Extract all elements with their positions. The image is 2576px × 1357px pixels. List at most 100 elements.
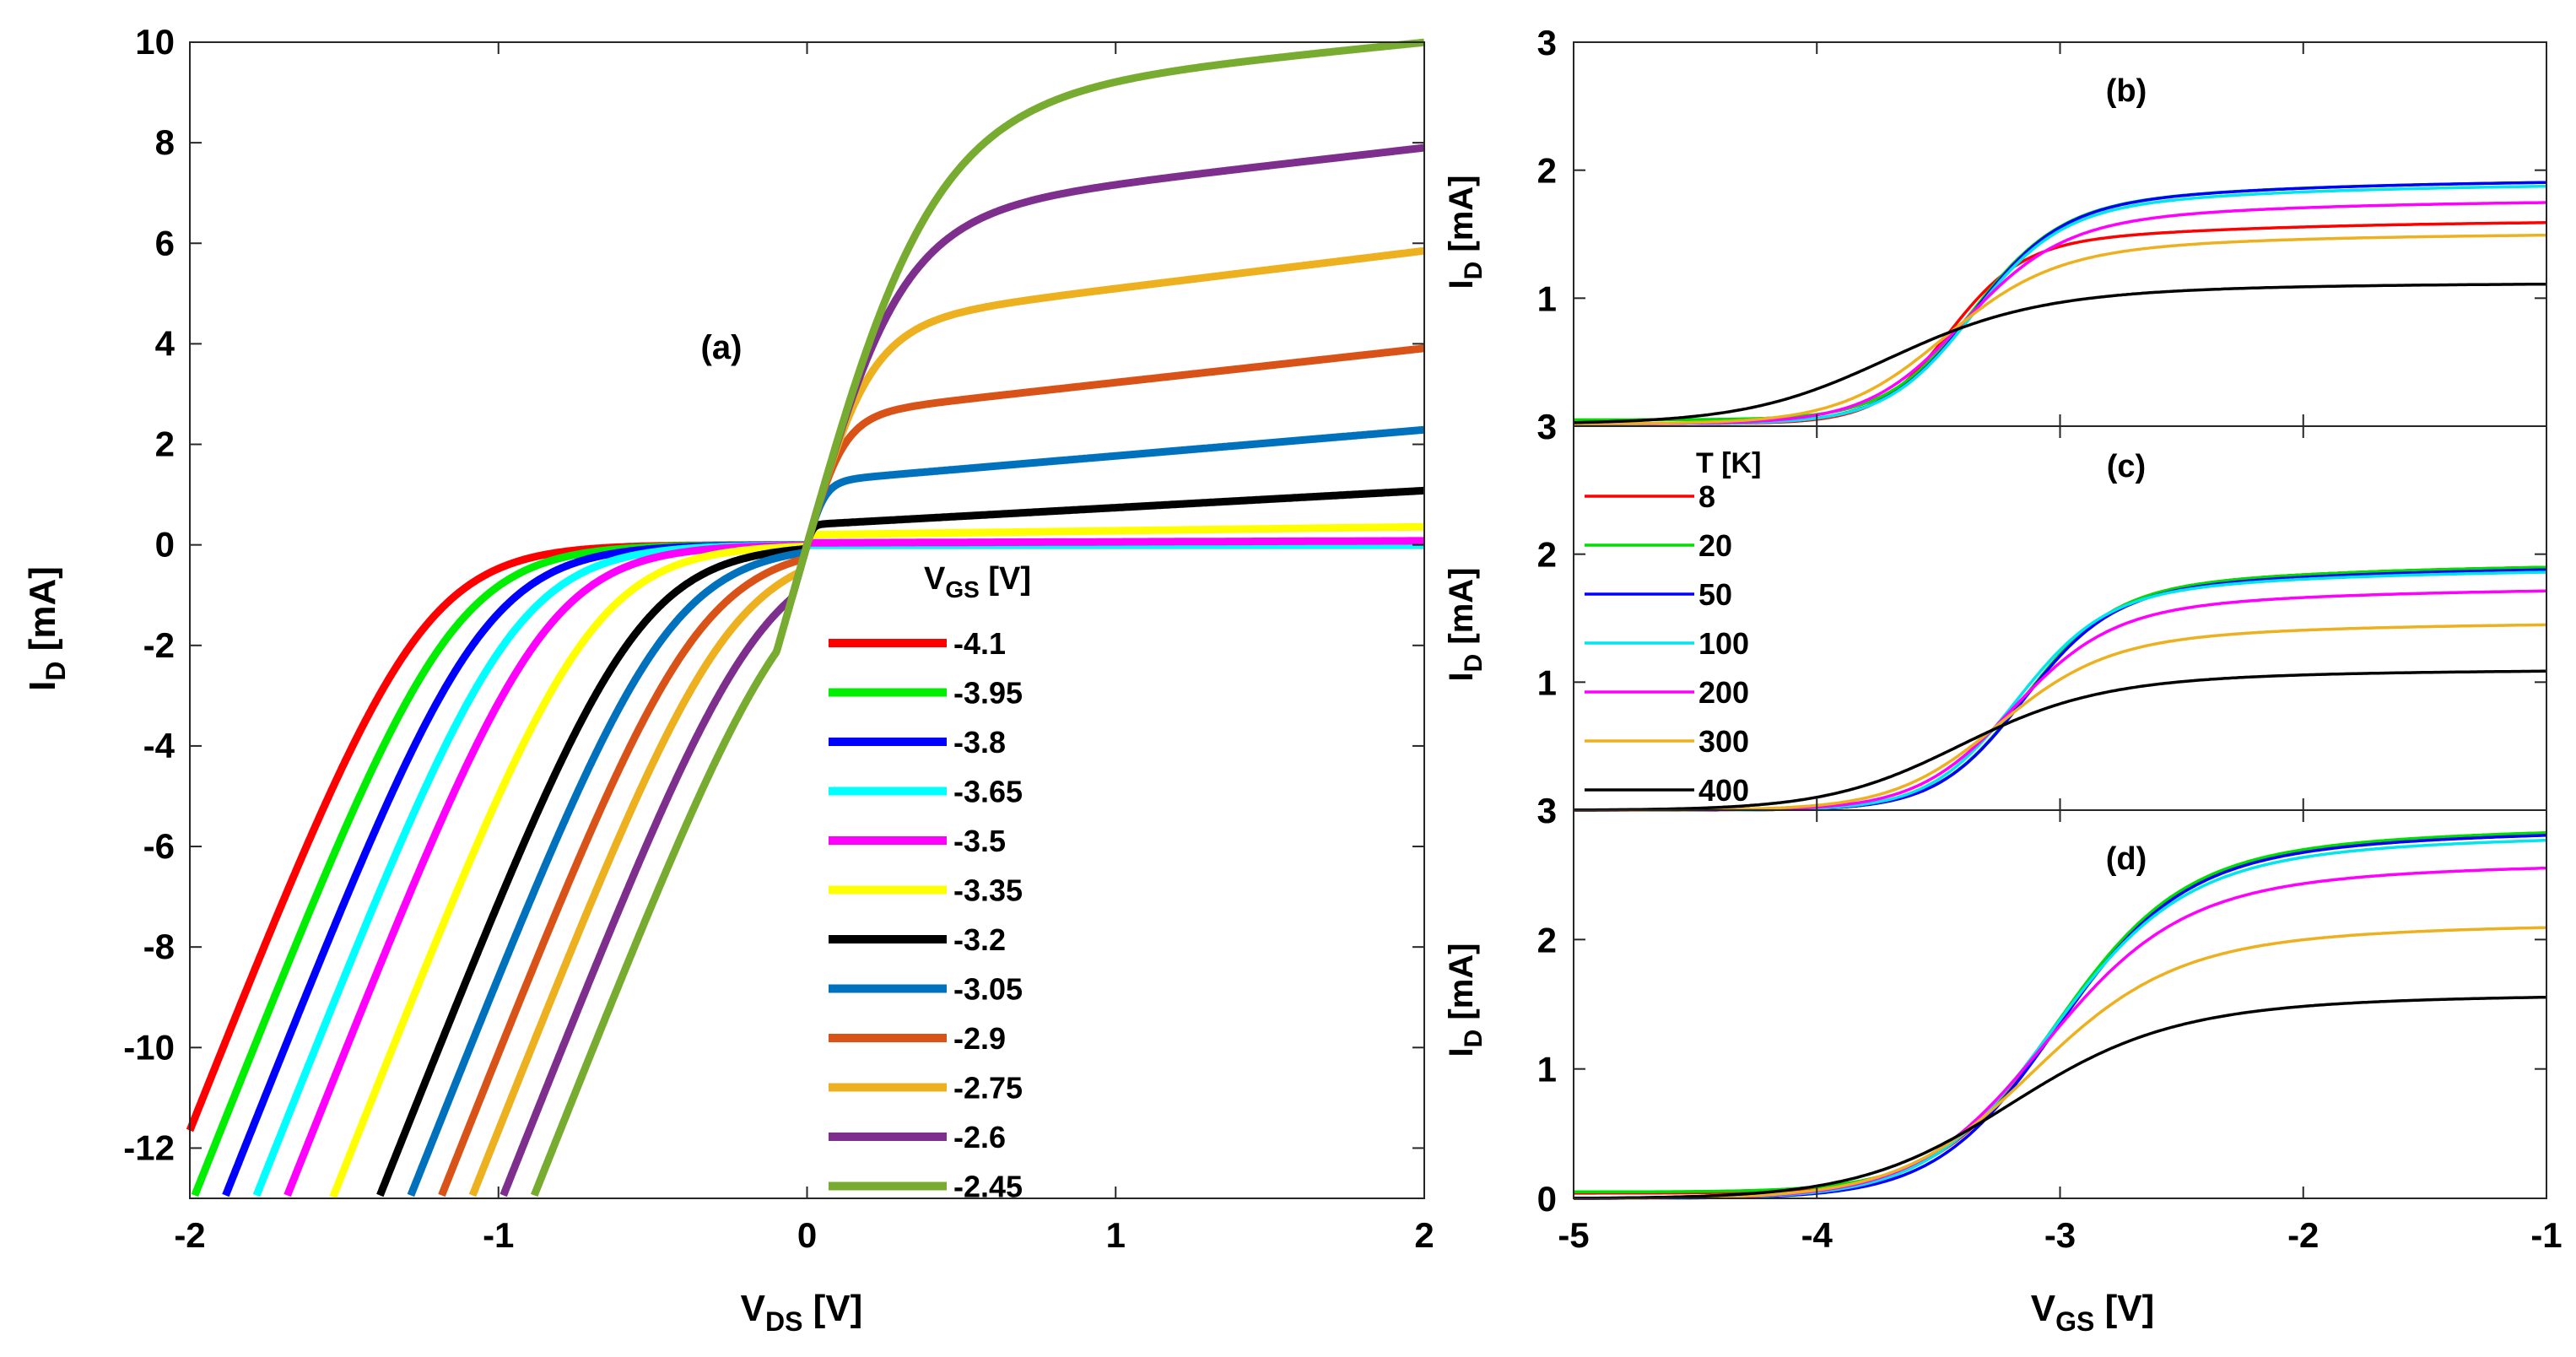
panel-d-series-line (1574, 838, 2547, 1200)
panel-d-ytick-label: 1 (1537, 1050, 1557, 1089)
panel-c-ylabel: ID [mA] (1443, 567, 1488, 681)
panel-c-legend-label: 100 (1698, 626, 1749, 661)
panel-d-series-line (1574, 832, 2547, 1195)
panel-b-series-line (1574, 233, 2546, 425)
panel-d-series-line (1574, 830, 2547, 1194)
panel-a-ytick-label: 6 (155, 223, 175, 262)
panel-a-label: (a) (701, 329, 743, 366)
panel-a-frame (189, 41, 1425, 1199)
panel-c-legend-label: 20 (1698, 528, 1732, 563)
panel-a-legend-label: -3.95 (953, 676, 1023, 711)
panel-c-legend-label: 50 (1698, 577, 1732, 612)
panel-a-legend-label: -3.65 (953, 775, 1023, 809)
panel-c-legend-label: 300 (1698, 724, 1749, 759)
panel-a-ytick-label: -8 (143, 927, 175, 966)
panel-a-ytick-label: 2 (155, 424, 175, 464)
panel-a-ylabel: ID [mA] (22, 566, 71, 691)
panel-a-legend-label: -3.2 (953, 922, 1006, 957)
panel-a-legend-label: -2.45 (953, 1170, 1023, 1204)
panel-a-legend-title: VGS [V] (924, 561, 1031, 603)
panel-d-ticks: 3 2 1 0-5 -4 -3 -2 -1 (1537, 791, 2562, 1255)
panel-a-legend-label: -3.35 (953, 873, 1023, 908)
panel-a-series-line (191, 541, 1427, 1198)
panel-a-legend-label: -2.75 (953, 1071, 1023, 1106)
panel-a-xtick-label: 2 (1414, 1215, 1434, 1255)
panel-d-series-line (1574, 926, 2547, 1200)
panel-a-legend: VGS [V] -4.1 -3.95 -3.8 -3.65 -3.5 -3.35 -3.2 -… (829, 561, 1031, 1204)
panel-c: 3 2 1 3 (c) ID [mA] T [K] 8 20 50 100 200 300 400 (1443, 407, 2547, 830)
panel-b-label: (b) (2106, 73, 2147, 109)
panel-d-ytick-label: 3 (1537, 791, 1557, 830)
panel-a-ytick-label: 4 (155, 323, 176, 363)
panel-d-xlabel: VGS [V] (2031, 1288, 2154, 1337)
panel-b-series-line (1574, 184, 2546, 425)
panel-d-series-line (1574, 995, 2546, 1200)
panel-a-ytick-label: 8 (155, 122, 175, 162)
panel-d-ytick-label: 0 (1537, 1179, 1557, 1219)
panel-a-xtick-label: -1 (483, 1215, 514, 1255)
panel-b-ytick-label: 3 (1537, 407, 1557, 446)
panel-c-series-line (1574, 623, 2546, 812)
panel-c-series-line (1574, 669, 2546, 812)
panel-c-ytick-label: 3 (1537, 791, 1557, 830)
panel-a-series-line (376, 486, 1427, 1198)
panel-a-legend-label: -3.5 (953, 824, 1006, 858)
panel-d-series (1574, 830, 2547, 1200)
panel-b-series-line (1574, 282, 2546, 424)
panel-a-xtick-label: 1 (1106, 1215, 1126, 1255)
panel-a-ytick-label: -4 (143, 726, 176, 765)
panel-a-xlabel: VDS [V] (741, 1288, 863, 1337)
panel-a-ytick-label: 10 (135, 22, 175, 62)
panel-b-ticks: 3 2 1 3 (1537, 23, 2547, 446)
panel-a-series-line (438, 344, 1427, 1198)
panel-b-frame (1573, 41, 2547, 427)
panel-a-legend-label: -2.9 (953, 1021, 1006, 1056)
panel-a-legend-label: -3.8 (953, 725, 1006, 760)
panel-d-ylabel: ID [mA] (1443, 943, 1488, 1057)
panel-c-legend-title: T [K] (1696, 447, 1761, 479)
panel-c-ytick-label: 3 (1537, 407, 1557, 446)
panel-d-xtick-label: -5 (1558, 1215, 1589, 1255)
panel-a-series-line (329, 522, 1427, 1198)
panel-a-xtick-label: -2 (174, 1215, 205, 1255)
panel-d-frame (1573, 809, 2547, 1199)
panel-b-ylabel: ID [mA] (1443, 175, 1488, 289)
panel-a-series-line (530, 38, 1427, 1198)
panel-a-legend-label: -3.05 (953, 972, 1023, 1007)
panel-c-ytick-label: 1 (1537, 662, 1557, 702)
panel-d-series-line (1574, 866, 2546, 1200)
panel-a-ytick-label: -10 (123, 1027, 175, 1067)
panel-a-series (186, 38, 1427, 1198)
panel-b-ytick-label: 3 (1537, 23, 1557, 62)
panel-b-series-line (1574, 221, 2546, 425)
panel-c-ticks: 3 2 1 3 (1537, 407, 2547, 830)
panel-a-series-line (284, 537, 1427, 1198)
panel-b-series (1574, 181, 2547, 425)
panel-a-series-line (222, 541, 1427, 1198)
panel-c-legend: T [K] 8 20 50 100 200 300 400 (1585, 447, 1761, 808)
panel-a-ytick-label: -2 (143, 625, 175, 665)
panel-a-series-line (500, 143, 1427, 1198)
panel-a-legend-label: -2.6 (953, 1120, 1006, 1154)
panel-c-ytick-label: 2 (1537, 535, 1557, 575)
panel-a-ytick-label: -6 (143, 826, 175, 866)
panel-d-ytick-label: 2 (1537, 920, 1557, 960)
panel-c-legend-label: 8 (1698, 479, 1715, 514)
panel-a-series-line (407, 425, 1427, 1198)
panel-d-xtick-label: -3 (2044, 1215, 2076, 1255)
panel-b-ytick-label: 1 (1537, 278, 1557, 318)
panel-b-ytick-label: 2 (1537, 151, 1557, 191)
panel-c-label: (c) (2107, 449, 2146, 484)
panel-c-legend-label: 200 (1698, 675, 1749, 710)
panel-b: 3 2 1 3 (b) ID [mA] (1443, 23, 2547, 446)
panel-d-xtick-label: -1 (2530, 1215, 2562, 1255)
panel-a-xtick-label: 0 (797, 1215, 817, 1255)
panel-a-ytick-label: -12 (123, 1127, 175, 1167)
panel-d-xtick-label: -4 (1801, 1215, 1833, 1255)
panel-a-ytick-label: 0 (155, 525, 175, 565)
panel-d: 3 2 1 0-5 -4 -3 -2 -1 (d) ID [mA] VGS [V] (1443, 791, 2562, 1337)
panel-d-xtick-label: -2 (2287, 1215, 2319, 1255)
panel-c-legend-label: 400 (1698, 773, 1749, 808)
